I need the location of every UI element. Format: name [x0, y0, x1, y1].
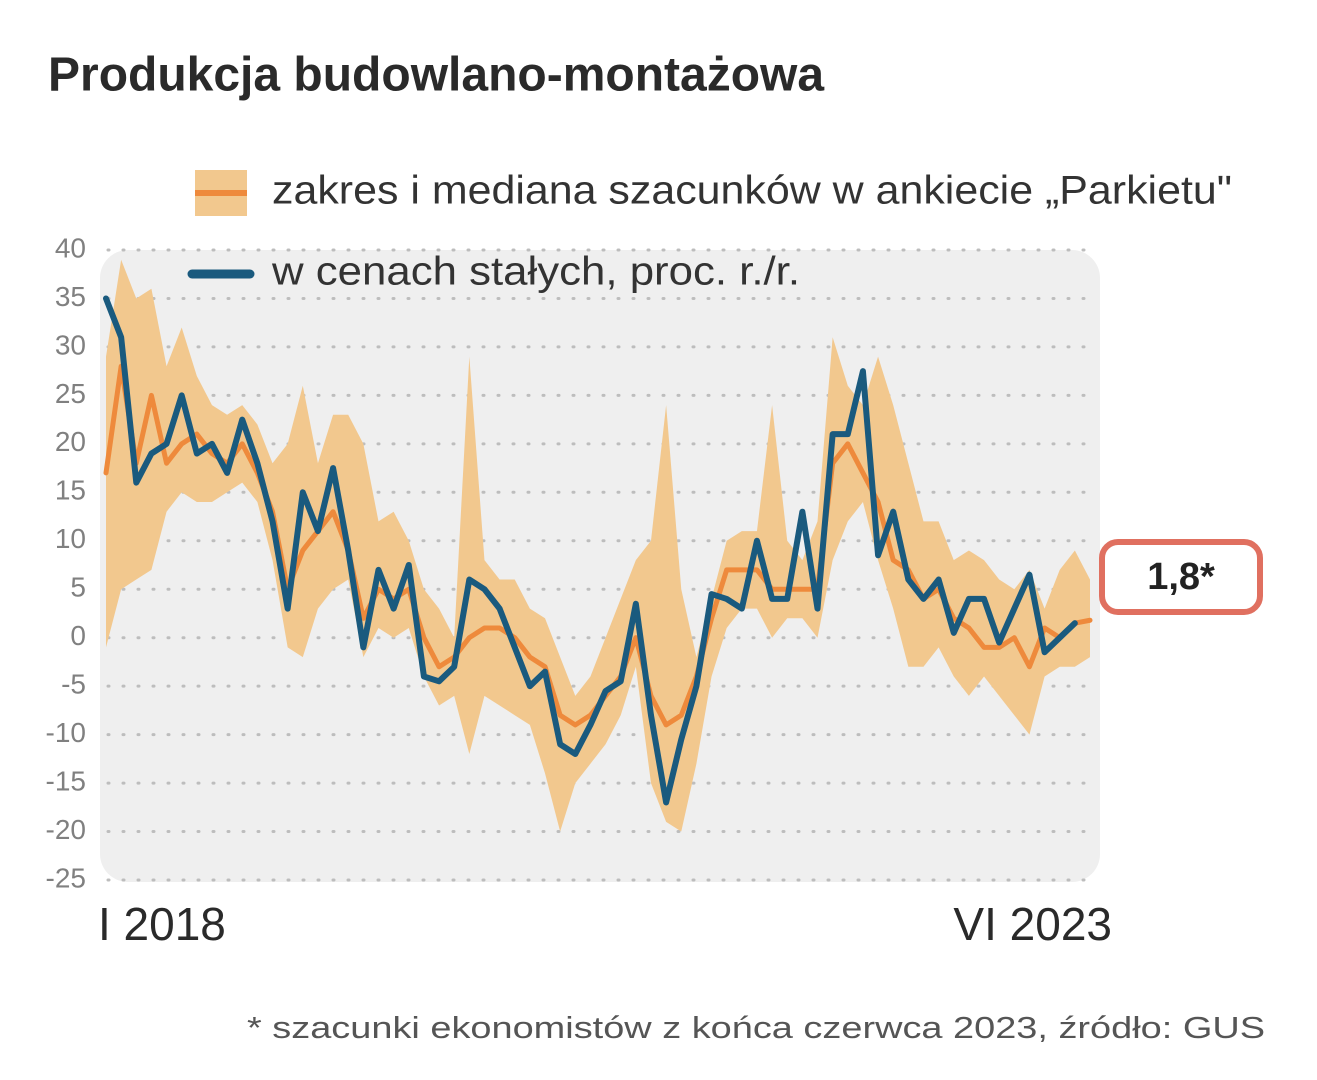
y-tick-label: 35 [55, 281, 86, 312]
annotation-label: 1,8* [1147, 556, 1215, 598]
legend-label: w cenach stałych, proc. r./r. [271, 250, 800, 294]
y-tick-label: -5 [61, 669, 86, 700]
y-tick-label: 30 [55, 329, 86, 360]
y-tick-label: 20 [55, 426, 86, 457]
footnote: * szacunki ekonomistów z końca czerwca 2… [247, 1010, 1265, 1045]
annotation-box [1099, 539, 1263, 615]
chart-title: Produkcja budowlano-montażowa [48, 49, 824, 102]
y-tick-label: 40 [55, 232, 86, 263]
y-tick-label: -15 [46, 765, 86, 796]
y-tick-label: -10 [46, 717, 86, 748]
y-tick-label: 25 [55, 378, 86, 409]
data-line [103, 295, 1078, 806]
y-tick-label: -25 [46, 862, 86, 893]
legend-label: zakres i mediana szacunków w ankiecie „P… [272, 169, 1232, 213]
x-tick-label: VI 2023 [953, 898, 1112, 950]
y-tick-label: 10 [55, 523, 86, 554]
range-band [106, 259, 1090, 832]
y-tick-label: 15 [55, 475, 86, 506]
x-tick-label: I 2018 [98, 898, 226, 950]
y-tick-label: 0 [70, 620, 86, 651]
y-tick-label: 5 [70, 572, 86, 603]
y-tick-label: -20 [46, 814, 86, 845]
marks [103, 259, 1093, 832]
